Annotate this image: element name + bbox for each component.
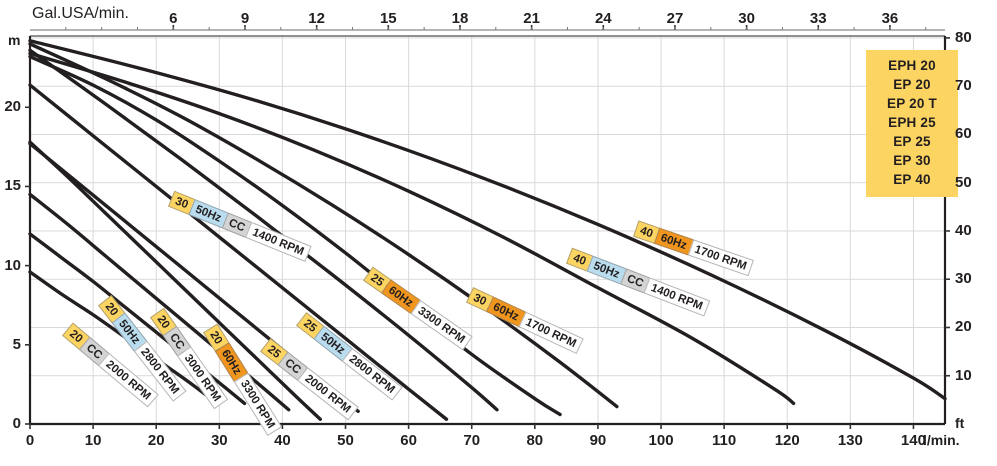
top-tick-label: 24 — [594, 10, 612, 27]
top-tick-label: 9 — [240, 10, 250, 27]
top-tick-label: 30 — [738, 10, 755, 27]
performance-curve — [28, 83, 449, 421]
legend-item: EP 25 — [893, 134, 931, 149]
top-tick-label: 33 — [809, 10, 827, 27]
legend-item: EPH 25 — [888, 115, 936, 130]
bottom-axis-unit: l/min. — [923, 432, 960, 448]
top-tick-label: 12 — [308, 10, 325, 27]
right-tick-label: 40 — [955, 221, 972, 239]
bottom-tick-label: 90 — [589, 432, 607, 449]
right-tick-label: 70 — [955, 77, 972, 95]
left-tick-label: 0 — [12, 415, 21, 432]
bottom-tick-label: 10 — [84, 432, 102, 449]
bottom-tick-label: 130 — [837, 432, 863, 449]
legend-box: EPH 20 EP 20 EP 20 T EPH 25 EP 25 EP 30 EP 40 — [866, 50, 958, 197]
top-tick-label: 6 — [169, 10, 178, 27]
performance-curve — [28, 54, 562, 417]
top-axis-title: Gal.USA/min. — [32, 5, 129, 22]
top-tick-label: 18 — [451, 10, 469, 27]
bottom-tick-label: 80 — [526, 432, 544, 449]
top-tick-label: 27 — [666, 10, 684, 27]
performance-curve — [28, 140, 322, 421]
right-tick-label: 80 — [955, 28, 972, 46]
performance-curve — [28, 232, 247, 406]
left-tick-label: 5 — [12, 335, 21, 353]
bottom-tick-label: 70 — [463, 432, 481, 449]
right-tick-label: 30 — [955, 270, 972, 288]
left-tick-label: 20 — [4, 98, 21, 116]
performance-curve — [28, 192, 291, 412]
bottom-tick-label: 60 — [400, 432, 417, 449]
bottom-tick-label: 120 — [774, 432, 800, 449]
top-tick-label: 21 — [523, 10, 540, 27]
right-tick-label: 50 — [955, 173, 972, 191]
bottom-tick-label: 50 — [337, 432, 354, 449]
right-axis-unit: ft — [955, 415, 965, 431]
left-tick-label: 15 — [4, 177, 21, 195]
legend-item: EP 20 — [893, 77, 931, 92]
bottom-tick-label: 110 — [712, 432, 737, 449]
bottom-tick-label: 140 — [900, 432, 926, 449]
performance-curve — [28, 39, 947, 401]
left-axis-unit: m — [8, 32, 21, 48]
top-tick-label: 15 — [379, 10, 397, 27]
left-tick-label: 10 — [4, 256, 21, 274]
legend-item: EP 30 — [893, 153, 931, 168]
bottom-tick-label: 30 — [210, 432, 228, 449]
right-tick-label: 20 — [955, 318, 972, 336]
bottom-tick-label: 40 — [274, 432, 291, 449]
right-tick-label: 60 — [955, 125, 972, 143]
performance-curve — [28, 42, 619, 409]
bottom-tick-label: 20 — [147, 432, 165, 449]
bottom-tick-label: 100 — [648, 432, 674, 449]
right-tick-label: 10 — [955, 366, 972, 384]
legend-item: EPH 20 — [888, 58, 936, 73]
legend-item: EP 20 T — [887, 96, 937, 111]
performance-curve — [28, 51, 796, 406]
bottom-tick-label: 0 — [25, 432, 35, 449]
legend-item: EP 40 — [893, 172, 931, 187]
top-tick-label: 36 — [881, 10, 899, 27]
